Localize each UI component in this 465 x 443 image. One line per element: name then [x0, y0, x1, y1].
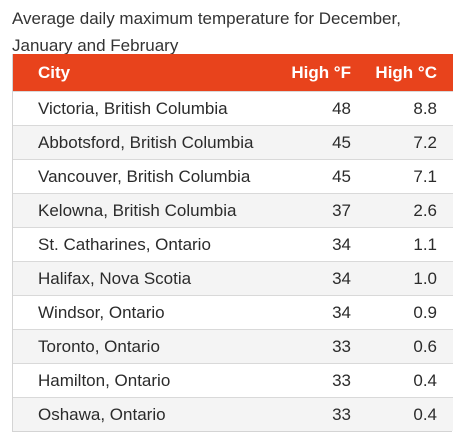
table-row: Toronto, Ontario 33 0.6	[13, 329, 453, 364]
cell-city: Windsor, Ontario	[13, 295, 271, 330]
cell-city: Kelowna, British Columbia	[13, 193, 271, 228]
cell-city: Abbotsford, British Columbia	[13, 125, 271, 160]
cell-city: Victoria, British Columbia	[13, 91, 271, 126]
cell-city: Halifax, Nova Scotia	[13, 261, 271, 296]
table-row: St. Catharines, Ontario 34 1.1	[13, 227, 453, 262]
column-header-high-f: High °F	[271, 54, 361, 92]
table-header: City High °F High °C	[13, 54, 453, 92]
cell-high-c: 2.6	[361, 193, 453, 228]
cell-city: Vancouver, British Columbia	[13, 159, 271, 194]
cell-high-f: 48	[271, 91, 361, 126]
cell-high-c: 1.1	[361, 227, 453, 262]
temperature-table-container: City High °F High °C Victoria, British C…	[12, 54, 453, 432]
cell-high-f: 45	[271, 159, 361, 194]
column-header-city: City	[13, 54, 271, 92]
cell-high-f: 33	[271, 329, 361, 364]
table-row: Oshawa, Ontario 33 0.4	[13, 397, 453, 431]
cell-high-c: 7.1	[361, 159, 453, 194]
table-row: Hamilton, Ontario 33 0.4	[13, 363, 453, 398]
table-row: Windsor, Ontario 34 0.9	[13, 295, 453, 330]
cell-high-c: 0.9	[361, 295, 453, 330]
cell-high-f: 45	[271, 125, 361, 160]
cell-high-c: 7.2	[361, 125, 453, 160]
cell-high-c: 0.4	[361, 363, 453, 398]
cell-high-c: 0.4	[361, 397, 453, 431]
cell-city: St. Catharines, Ontario	[13, 227, 271, 262]
table-row: Abbotsford, British Columbia 45 7.2	[13, 125, 453, 160]
table-caption: Average daily maximum temperature for De…	[12, 9, 401, 55]
cell-city: Toronto, Ontario	[13, 329, 271, 364]
table-row: Vancouver, British Columbia 45 7.1	[13, 159, 453, 194]
table-row: Kelowna, British Columbia 37 2.6	[13, 193, 453, 228]
cell-high-c: 0.6	[361, 329, 453, 364]
cell-high-f: 34	[271, 227, 361, 262]
cell-high-f: 33	[271, 363, 361, 398]
table-row: Victoria, British Columbia 48 8.8	[13, 91, 453, 126]
cell-city: Oshawa, Ontario	[13, 397, 271, 431]
header-row: City High °F High °C	[13, 54, 453, 92]
cell-city: Hamilton, Ontario	[13, 363, 271, 398]
cell-high-c: 1.0	[361, 261, 453, 296]
temperature-table: City High °F High °C Victoria, British C…	[13, 54, 453, 431]
table-body: Victoria, British Columbia 48 8.8 Abbots…	[13, 91, 453, 431]
table-row: Halifax, Nova Scotia 34 1.0	[13, 261, 453, 296]
cell-high-f: 34	[271, 261, 361, 296]
cell-high-f: 33	[271, 397, 361, 431]
cell-high-c: 8.8	[361, 91, 453, 126]
cell-high-f: 34	[271, 295, 361, 330]
column-header-high-c: High °C	[361, 54, 453, 92]
cell-high-f: 37	[271, 193, 361, 228]
